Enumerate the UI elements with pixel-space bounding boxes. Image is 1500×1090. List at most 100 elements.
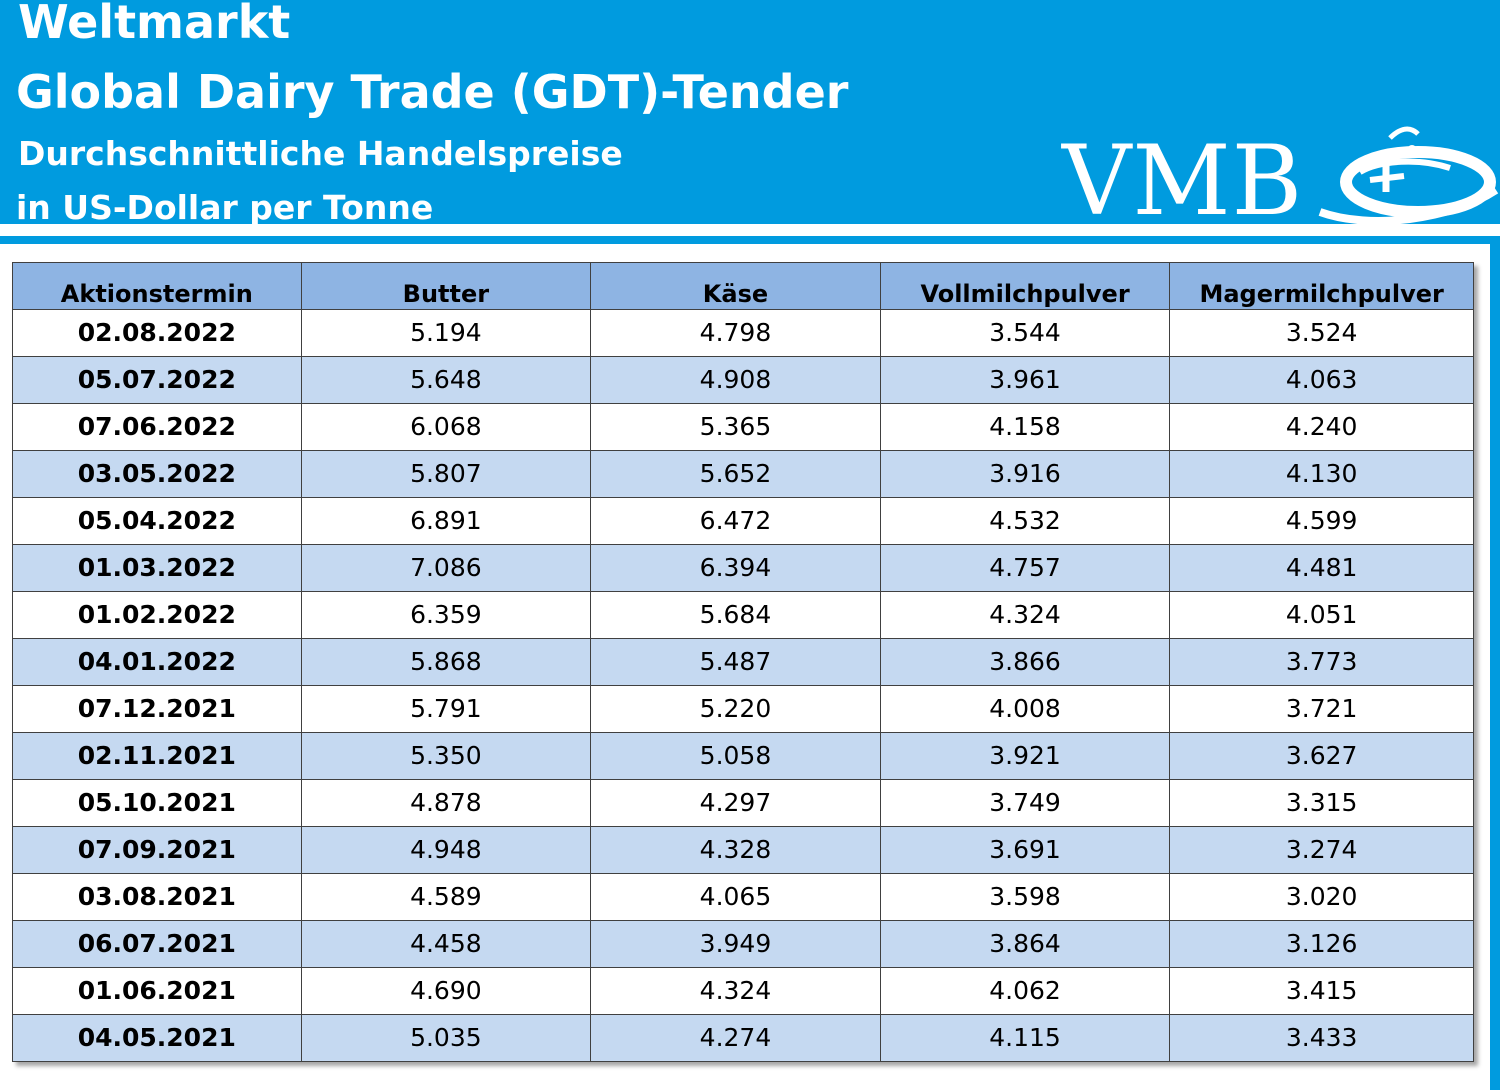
cell-butter: 4.589	[300, 873, 592, 921]
header-banner: Weltmarkt Global Dairy Trade (GDT)-Tende…	[0, 0, 1500, 224]
vmb-logo-text: VMB	[1062, 125, 1304, 224]
cell-cheese: 4.908	[590, 356, 881, 404]
table-row: 01.02.2022 6.359 5.684 4.324 4.051	[12, 591, 1474, 639]
cell-date: 02.11.2021	[12, 732, 302, 780]
cell-whole-milk-powder: 4.115	[879, 1014, 1171, 1062]
cell-date: 04.05.2021	[12, 1014, 302, 1062]
cell-butter: 5.868	[300, 638, 592, 686]
page-title: Weltmarkt	[18, 0, 291, 49]
cell-cheese: 4.798	[590, 309, 881, 357]
table-row: 05.07.2022 5.648 4.908 3.961 4.063	[12, 356, 1474, 404]
cell-whole-milk-powder: 4.757	[879, 544, 1171, 592]
cell-date: 01.06.2021	[12, 967, 302, 1015]
cell-skim-milk-powder: 4.240	[1169, 403, 1474, 451]
cell-cheese: 6.394	[590, 544, 881, 592]
cell-butter: 4.948	[300, 826, 592, 874]
column-header-whole-milk-powder: Vollmilchpulver	[879, 262, 1171, 310]
table-row: 05.04.2022 6.891 6.472 4.532 4.599	[12, 497, 1474, 545]
cell-date: 05.04.2022	[12, 497, 302, 545]
table-row: 03.08.2021 4.589 4.065 3.598 3.020	[12, 873, 1474, 921]
column-header-skim-milk-powder: Magermilchpulver	[1169, 262, 1474, 310]
cell-whole-milk-powder: 3.916	[879, 450, 1171, 498]
table-row: 07.09.2021 4.948 4.328 3.691 3.274	[12, 826, 1474, 874]
cell-date: 07.09.2021	[12, 826, 302, 874]
cell-butter: 7.086	[300, 544, 592, 592]
cell-date: 03.05.2022	[12, 450, 302, 498]
table-row: 04.01.2022 5.868 5.487 3.866 3.773	[12, 638, 1474, 686]
table-row: 03.05.2022 5.807 5.652 3.916 4.130	[12, 450, 1474, 498]
cell-cheese: 5.652	[590, 450, 881, 498]
cell-date: 01.03.2022	[12, 544, 302, 592]
price-table-container: Aktionstermin Butter Käse Vollmilchpulve…	[12, 262, 1474, 1062]
table-row: 06.07.2021 4.458 3.949 3.864 3.126	[12, 920, 1474, 968]
cell-butter: 5.350	[300, 732, 592, 780]
cell-skim-milk-powder: 4.481	[1169, 544, 1474, 592]
cell-cheese: 5.220	[590, 685, 881, 733]
cell-cheese: 5.365	[590, 403, 881, 451]
cell-cheese: 4.324	[590, 967, 881, 1015]
cell-whole-milk-powder: 4.532	[879, 497, 1171, 545]
cell-whole-milk-powder: 3.961	[879, 356, 1171, 404]
page-subtitle: Global Dairy Trade (GDT)-Tender	[16, 65, 849, 119]
cell-whole-milk-powder: 3.866	[879, 638, 1171, 686]
table-row: 01.06.2021 4.690 4.324 4.062 3.415	[12, 967, 1474, 1015]
cell-skim-milk-powder: 4.063	[1169, 356, 1474, 404]
cell-skim-milk-powder: 3.524	[1169, 309, 1474, 357]
unit-line: in US-Dollar per Tonne	[16, 188, 434, 224]
cell-date: 07.06.2022	[12, 403, 302, 451]
cell-whole-milk-powder: 3.921	[879, 732, 1171, 780]
cell-skim-milk-powder: 4.599	[1169, 497, 1474, 545]
cell-whole-milk-powder: 3.598	[879, 873, 1171, 921]
table-row: 02.08.2022 5.194 4.798 3.544 3.524	[12, 309, 1474, 357]
cell-butter: 4.878	[300, 779, 592, 827]
cell-date: 07.12.2021	[12, 685, 302, 733]
cell-butter: 6.068	[300, 403, 592, 451]
right-border	[1490, 236, 1500, 1090]
cell-whole-milk-powder: 4.158	[879, 403, 1171, 451]
cell-cheese: 6.472	[590, 497, 881, 545]
cell-skim-milk-powder: 3.433	[1169, 1014, 1474, 1062]
cell-date: 02.08.2022	[12, 309, 302, 357]
vmb-logo-icon	[1318, 126, 1499, 224]
cell-butter: 4.690	[300, 967, 592, 1015]
cell-skim-milk-powder: 3.627	[1169, 732, 1474, 780]
column-header-cheese: Käse	[590, 262, 881, 310]
cell-whole-milk-powder: 4.008	[879, 685, 1171, 733]
cell-butter: 5.791	[300, 685, 592, 733]
cell-skim-milk-powder: 3.415	[1169, 967, 1474, 1015]
table-row: 07.12.2021 5.791 5.220 4.008 3.721	[12, 685, 1474, 733]
price-table: Aktionstermin Butter Käse Vollmilchpulve…	[12, 262, 1474, 1062]
column-header-butter: Butter	[300, 262, 592, 310]
cell-butter: 6.891	[300, 497, 592, 545]
cell-date: 05.07.2022	[12, 356, 302, 404]
cell-butter: 5.035	[300, 1014, 592, 1062]
cell-whole-milk-powder: 4.324	[879, 591, 1171, 639]
cell-whole-milk-powder: 3.544	[879, 309, 1171, 357]
table-row: 07.06.2022 6.068 5.365 4.158 4.240	[12, 403, 1474, 451]
table-row: 01.03.2022 7.086 6.394 4.757 4.481	[12, 544, 1474, 592]
table-row: 05.10.2021 4.878 4.297 3.749 3.315	[12, 779, 1474, 827]
cell-butter: 5.194	[300, 309, 592, 357]
cell-cheese: 4.328	[590, 826, 881, 874]
cell-cheese: 5.058	[590, 732, 881, 780]
cell-cheese: 4.274	[590, 1014, 881, 1062]
table-row: 04.05.2021 5.035 4.274 4.115 3.433	[12, 1014, 1474, 1062]
cell-butter: 4.458	[300, 920, 592, 968]
cell-date: 05.10.2021	[12, 779, 302, 827]
cell-date: 01.02.2022	[12, 591, 302, 639]
cell-whole-milk-powder: 3.691	[879, 826, 1171, 874]
column-header-date: Aktionstermin	[12, 262, 302, 310]
cell-whole-milk-powder: 4.062	[879, 967, 1171, 1015]
cell-skim-milk-powder: 4.051	[1169, 591, 1474, 639]
cell-date: 06.07.2021	[12, 920, 302, 968]
cell-skim-milk-powder: 3.020	[1169, 873, 1474, 921]
cell-butter: 5.648	[300, 356, 592, 404]
cell-cheese: 3.949	[590, 920, 881, 968]
cell-butter: 6.359	[300, 591, 592, 639]
cell-skim-milk-powder: 3.126	[1169, 920, 1474, 968]
cell-cheese: 4.065	[590, 873, 881, 921]
cell-skim-milk-powder: 4.130	[1169, 450, 1474, 498]
cell-whole-milk-powder: 3.749	[879, 779, 1171, 827]
cell-date: 03.08.2021	[12, 873, 302, 921]
table-row: 02.11.2021 5.350 5.058 3.921 3.627	[12, 732, 1474, 780]
